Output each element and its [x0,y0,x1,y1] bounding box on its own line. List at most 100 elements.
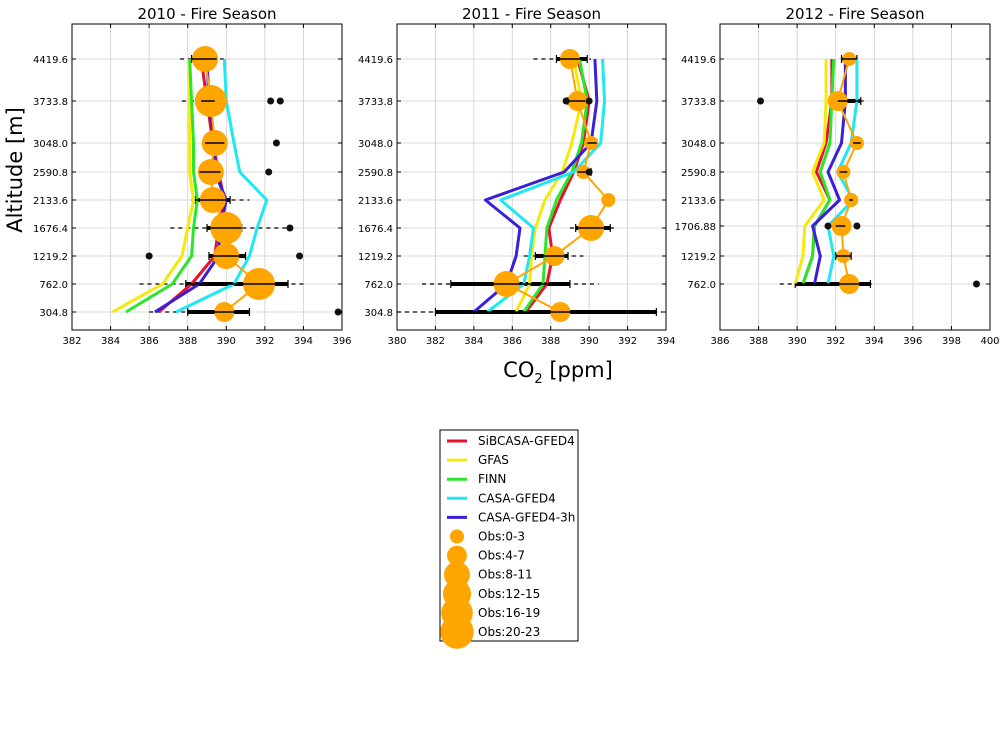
y-tick-label: 3048.0 [681,139,716,150]
outlier-point [585,97,593,105]
legend-obs-marker [450,529,464,544]
y-tick-label: 3733.8 [681,97,716,108]
chart-panel-2: 380 382 384 386 388 390 392 394 304.8 762.0 1219.2… [358,5,676,347]
x-tick-label: 386 [710,336,729,347]
outlier-point [267,97,275,105]
y-tick-label: 2133.6 [358,196,393,207]
y-tick-label: 1219.2 [681,252,716,263]
y-tick-label: 2590.8 [33,168,68,179]
x-tick-label: 386 [503,336,522,347]
chart-panel-3: 386 388 390 392 394 396 398 400 762.0 1219.2 1706.… [675,5,1000,347]
legend-label: Obs:16-19 [478,606,540,620]
outlier-point [757,97,764,105]
chart-panel-1: 382 384 386 388 390 392 394 396 304.8 762.0 1219.2… [33,5,352,347]
y-tick-label: 1706.88 [675,222,716,233]
y-tick-label: 2590.8 [358,168,393,179]
legend-label: Obs:0-3 [478,530,525,544]
y-tick-label: 304.8 [364,308,393,319]
x-tick-label: 392 [826,336,845,347]
legend-obs-marker [447,545,467,566]
x-tick-label: 396 [332,336,351,347]
y-tick-label: 1676.4 [33,224,68,235]
obs-point [601,193,616,207]
y-tick-label: 762.0 [39,280,68,291]
series-line-casa-gfed4 [486,58,607,314]
x-tick-label: 386 [140,336,159,347]
x-tick-label: 382 [62,336,81,347]
series-line-sibcasa-gfed4 [524,58,591,313]
series-line-gfas [514,58,583,313]
x-tick-label: 388 [178,336,197,347]
y-tick-label: 4419.6 [33,55,68,66]
x-tick-label: 392 [255,336,274,347]
legend-label: Obs:12-15 [478,587,540,601]
x-tick-label: 396 [903,336,922,347]
legend-label: CASA-GFED4-3h [478,510,575,524]
y-tick-label: 3048.0 [358,139,393,150]
panel-title: 2010 - Fire Season [137,5,276,23]
y-tick-label: 3733.8 [358,97,393,108]
x-tick-label: 388 [749,336,768,347]
x-tick-label: 400 [980,336,999,347]
outlier-point [145,252,153,260]
outlier-point [296,252,304,260]
x-axis-label-sub: 2 [534,372,542,387]
y-tick-label: 4419.6 [681,55,716,66]
plot-frame [71,23,343,331]
y-tick-label: 3048.0 [33,139,68,150]
legend-label: Obs:8-11 [478,568,533,582]
x-axis-label-main: CO [503,358,534,382]
legend-label: Obs:20-23 [478,625,540,639]
x-tick-label: 394 [294,336,313,347]
legend-label: GFAS [478,453,509,467]
y-tick-label: 304.8 [39,308,68,319]
x-axis-label: CO2 [ppm] [503,358,613,387]
legend-label: Obs:4-7 [478,549,525,563]
x-tick-label: 392 [618,336,637,347]
y-tick-label: 2590.8 [681,168,716,179]
x-tick-label: 394 [865,336,884,347]
outlier-point [585,168,593,176]
x-axis-label-rest: [ppm] [543,358,613,382]
y-tick-label: 762.0 [687,280,716,291]
y-tick-label: 4419.6 [358,55,393,66]
legend-obs-marker [444,561,470,588]
outlier-point [286,224,294,232]
legend-label: FINN [478,472,506,486]
plot-frame [396,23,667,331]
x-tick-label: 382 [426,336,445,347]
legend-label: SiBCASA-GFED4 [478,434,575,448]
outlier-point [265,168,273,176]
y-tick-label: 3733.8 [33,97,68,108]
series-line-casa-gfed4 [175,58,269,314]
x-tick-label: 384 [101,336,120,347]
plot-frame [719,23,991,331]
x-tick-label: 394 [656,336,675,347]
legend: SiBCASA-GFED4 GFAS FINN CASA-GFED4 CASA-GFED… [439,429,579,649]
x-tick-label: 380 [387,336,406,347]
y-tick-label: 1219.2 [33,252,68,263]
plot-area [111,46,342,322]
series-line-gfas [793,59,828,285]
outlier-point [562,97,570,105]
panel-title: 2012 - Fire Season [785,5,924,23]
series-line-finn [522,58,589,313]
x-tick-label: 390 [217,336,236,347]
plot-area [757,52,980,294]
outlier-point [853,222,861,230]
x-tick-label: 388 [541,336,560,347]
outlier-point [973,280,980,288]
series-line-casa-gfed4 [826,59,859,285]
y-axis-label: Altitude [m] [3,107,27,233]
panel-title: 2011 - Fire Season [462,5,601,23]
y-tick-label: 1219.2 [358,252,393,263]
series-line-finn [125,58,199,314]
plot-area [397,49,663,322]
y-tick-label: 2133.6 [681,196,716,207]
y-tick-label: 762.0 [364,280,393,291]
y-tick-label: 1676.4 [358,224,393,235]
legend-obs-marker [440,615,474,649]
legend-label: CASA-GFED4 [478,491,556,505]
x-tick-label: 384 [464,336,483,347]
